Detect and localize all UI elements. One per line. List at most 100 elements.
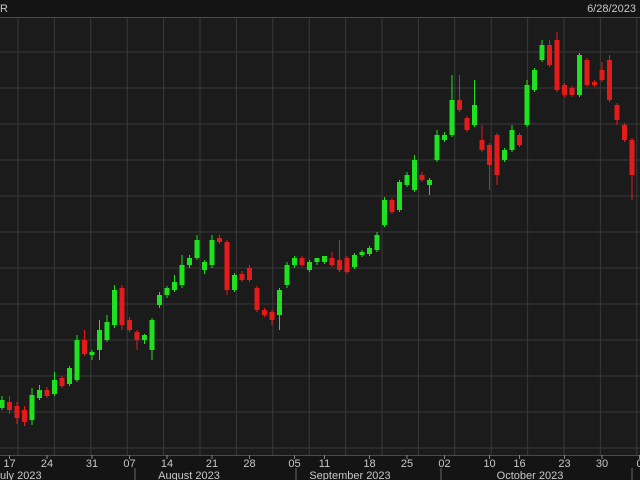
x-tick-label: 10 [483, 458, 495, 470]
candle-body [374, 235, 380, 250]
candle-body [172, 282, 177, 290]
candle-body [14, 406, 20, 418]
x-tick-label: 17 [3, 458, 15, 470]
candle-body [29, 395, 35, 420]
candle-body [509, 130, 515, 150]
x-tick-label: 16 [513, 458, 525, 470]
x-tick-label: 31 [86, 458, 98, 470]
candle-body [307, 262, 312, 270]
candle-body [22, 410, 27, 422]
x-tick-label: 14 [161, 458, 173, 470]
candle-body [464, 118, 470, 130]
candle-body [82, 340, 87, 354]
candle-body [59, 378, 65, 386]
candle-body [217, 238, 222, 242]
candle-body [584, 60, 590, 85]
candle-body [367, 248, 372, 254]
x-axis: 17 24 31 07 14 21 28 05 11 18 25 02 10 16 23 30 0 [3, 455, 640, 470]
candle-body [329, 258, 335, 265]
candle-body [487, 145, 492, 165]
candle-body [449, 100, 455, 135]
month-label: August 2023 [158, 470, 220, 480]
month-label: September 2023 [309, 470, 390, 480]
candle-body [352, 255, 357, 267]
candle-body [479, 140, 485, 150]
candle-body [97, 330, 102, 350]
x-tick-label: 02 [438, 458, 450, 470]
candle-body [284, 265, 290, 285]
x-tick-label: 30 [596, 458, 608, 470]
candle-body [554, 40, 560, 90]
candle-body [457, 100, 462, 110]
candle-body [577, 55, 582, 95]
candle-body [562, 85, 567, 95]
x-tick-label: 28 [243, 458, 255, 470]
candle-body [104, 322, 110, 340]
plot [0, 32, 635, 426]
candle-body [539, 45, 545, 60]
x-tick-label: 11 [319, 458, 330, 470]
candle-body [164, 288, 170, 295]
candle-body [52, 380, 57, 394]
candle-body [344, 258, 350, 272]
candle-body [314, 258, 320, 262]
candle-body [224, 242, 230, 290]
candle-body [547, 45, 552, 65]
candle-body [194, 240, 200, 258]
candle-body [494, 135, 500, 175]
candle-body [44, 390, 50, 396]
x-tick-label: 18 [363, 458, 375, 470]
candle-body [119, 288, 125, 325]
candle-body [142, 335, 147, 340]
candle-body [569, 88, 575, 95]
x-tick-label: 07 [123, 458, 135, 470]
candle-body [322, 256, 327, 262]
candle-body [427, 180, 432, 185]
candle-body [599, 70, 605, 80]
x-axis-bar [0, 455, 640, 480]
candle-body [517, 135, 522, 145]
candle-body [532, 70, 537, 90]
candle-body [127, 320, 132, 330]
candle-body [202, 262, 207, 270]
candle-body [359, 252, 365, 255]
candle-body [614, 105, 620, 120]
candle-body [157, 295, 162, 305]
month-label: October 2023 [497, 470, 564, 480]
candle-body [389, 200, 395, 212]
x-tick-label: 24 [41, 458, 53, 470]
candle-body [592, 82, 597, 85]
candle-body [412, 160, 417, 190]
x-tick-label: 25 [401, 458, 413, 470]
candle-body [524, 85, 530, 125]
candle-body [134, 332, 140, 340]
candle-body [277, 290, 282, 315]
top-bar [0, 0, 640, 17]
candle-body [629, 140, 635, 175]
candle-body [404, 175, 410, 185]
x-tick-label: 0 [636, 458, 640, 470]
candle-body [179, 265, 185, 285]
candle-body [254, 288, 260, 310]
candle-body [232, 275, 237, 290]
candle-body [397, 182, 402, 210]
candle-body [299, 258, 305, 265]
candle-body [0, 400, 5, 408]
candle-body [37, 390, 42, 398]
candle-body [337, 260, 342, 270]
candle-body [442, 135, 447, 140]
candle-body [7, 402, 12, 410]
candle-body [269, 312, 275, 320]
candle-body [607, 60, 612, 100]
month-label: uly 2023 [0, 470, 42, 480]
header-right: 6/28/2023 [587, 3, 636, 15]
x-tick-label: 21 [206, 458, 218, 470]
candle-body [247, 268, 252, 280]
x-tick-label: 23 [558, 458, 570, 470]
candle-body [434, 135, 440, 160]
candle-body [292, 258, 297, 265]
candle-body [89, 352, 95, 355]
candle-body [67, 368, 72, 384]
